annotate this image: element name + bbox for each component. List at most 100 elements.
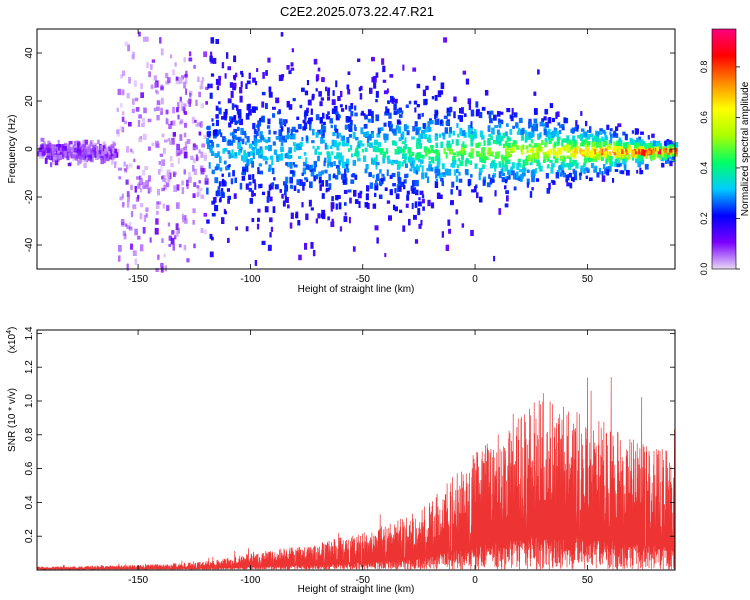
spectrogram-cell	[593, 148, 597, 155]
spectrogram-cell	[595, 130, 598, 136]
spectrogram-cell	[555, 151, 559, 159]
spectrogram-cell	[199, 85, 204, 90]
spectrogram-cell	[172, 171, 176, 175]
spectrogram-cell	[283, 139, 287, 143]
spectrogram-cell	[566, 135, 570, 141]
spectrogram-cell	[478, 142, 481, 147]
spectrogram-cell	[516, 163, 520, 170]
spectrogram-cell	[664, 143, 668, 150]
spectrogram-cell	[408, 157, 411, 164]
spectrogram-cell	[342, 139, 346, 147]
spectrogram-cell	[266, 125, 271, 129]
spectrogram-cell	[340, 173, 345, 180]
spectrogram-cell	[490, 161, 495, 168]
spectrogram-cell	[186, 184, 189, 189]
spectrogram-cell	[257, 208, 261, 213]
spectrogram-cell	[149, 237, 152, 243]
spectrogram-cell	[401, 110, 404, 115]
spectrogram-cell	[487, 148, 491, 156]
spectrogram-cell	[230, 178, 234, 185]
spectrogram-cell	[280, 32, 284, 37]
spectrogram-cell	[237, 112, 242, 119]
spectrogram-cell	[291, 133, 296, 140]
spectrogram-cell	[191, 116, 195, 124]
spectrogram-cell	[575, 120, 578, 127]
spectrogram-cell	[402, 154, 405, 158]
spectrogram-cell	[533, 108, 538, 115]
spectrogram-cell	[99, 145, 103, 152]
spectrogram-cell	[549, 140, 552, 144]
spectrogram-cell	[116, 129, 120, 134]
spectrogram-cell	[310, 108, 313, 115]
spectrogram-cell	[408, 153, 413, 160]
spectrogram-cell	[539, 132, 542, 138]
spectrogram-cell	[331, 99, 336, 106]
spectrogram-cell	[414, 107, 417, 113]
spectrogram-cell	[657, 148, 662, 155]
spectrogram-cell	[461, 223, 465, 228]
spectrogram-cell	[623, 155, 627, 159]
spectrogram-x-ticks: -150 -100 -50 0 50	[128, 29, 593, 285]
spectrogram-cell	[179, 119, 184, 124]
spectrogram-cell	[589, 126, 592, 133]
spectrogram-cell	[438, 133, 442, 138]
spectrogram-cell	[354, 199, 359, 204]
spectrogram-cell	[371, 116, 374, 123]
spectrogram-cell	[128, 226, 133, 231]
spectrogram-cell	[573, 148, 577, 153]
spectrogram-cell	[103, 158, 106, 164]
spectrogram-cell	[275, 136, 280, 140]
spectrogram-cell	[165, 72, 169, 79]
spectrogram-cell	[224, 108, 228, 115]
spectrogram-cell	[482, 177, 486, 182]
spectrogram-cell	[278, 129, 283, 136]
spectrogram-cell	[279, 121, 283, 129]
spectrogram-cell	[321, 193, 325, 199]
spectrogram-cell	[184, 215, 187, 221]
spectrogram-cell	[674, 143, 678, 148]
spectrogram-cell	[561, 161, 565, 168]
spectrogram-cell	[426, 138, 431, 142]
spectrogram-cell	[175, 80, 180, 85]
spectrogram-cell	[269, 217, 273, 223]
spectrogram-cell	[102, 145, 105, 152]
spectrogram-cell	[277, 111, 280, 115]
spectrogram-cell	[397, 126, 401, 134]
spectrogram-cell	[668, 140, 673, 145]
spectrogram-cell	[233, 128, 237, 134]
spectrogram-cell	[269, 232, 272, 238]
spectrogram-cell	[218, 75, 222, 81]
spectrogram-cell	[521, 144, 525, 150]
spectrogram-cell	[136, 165, 140, 170]
spectrogram-cell	[502, 157, 505, 163]
spectrogram-cell	[286, 197, 289, 203]
spectrogram-cell	[217, 79, 221, 86]
spectrogram-cell	[366, 202, 370, 209]
spectrogram-cell	[386, 200, 391, 204]
spectrogram-cell	[292, 98, 296, 102]
spectrogram-cell	[310, 242, 314, 249]
spectrogram-cell	[545, 173, 549, 179]
spectrogram-cell	[246, 158, 250, 166]
spectrogram-cell	[111, 156, 115, 160]
spectrogram-cell	[40, 144, 44, 150]
spectrogram-cell	[257, 167, 260, 175]
colorbar: 0.00.20.40.60.8 Normalized spectral ampl…	[699, 28, 750, 275]
spectrogram-cell	[600, 156, 604, 161]
spectrogram-cell	[434, 119, 438, 125]
spectrogram-cell	[289, 176, 293, 184]
spectrogram-cell	[461, 147, 466, 155]
spectrogram-cell	[337, 168, 341, 175]
spectrogram-cell	[478, 196, 482, 203]
spectrogram-cell	[226, 188, 230, 192]
spectrogram-cell	[306, 80, 309, 86]
spectrogram-cell	[315, 175, 319, 180]
spectrogram-cell	[364, 202, 369, 208]
spectrogram-cell	[459, 150, 463, 154]
spectrogram-cell	[305, 135, 308, 142]
spectrogram-cell	[566, 162, 571, 168]
spectrogram-cell	[614, 153, 617, 158]
spectrogram-cell	[161, 187, 165, 192]
spectrogram-cell	[441, 180, 444, 187]
spectrogram-cell	[479, 130, 483, 138]
